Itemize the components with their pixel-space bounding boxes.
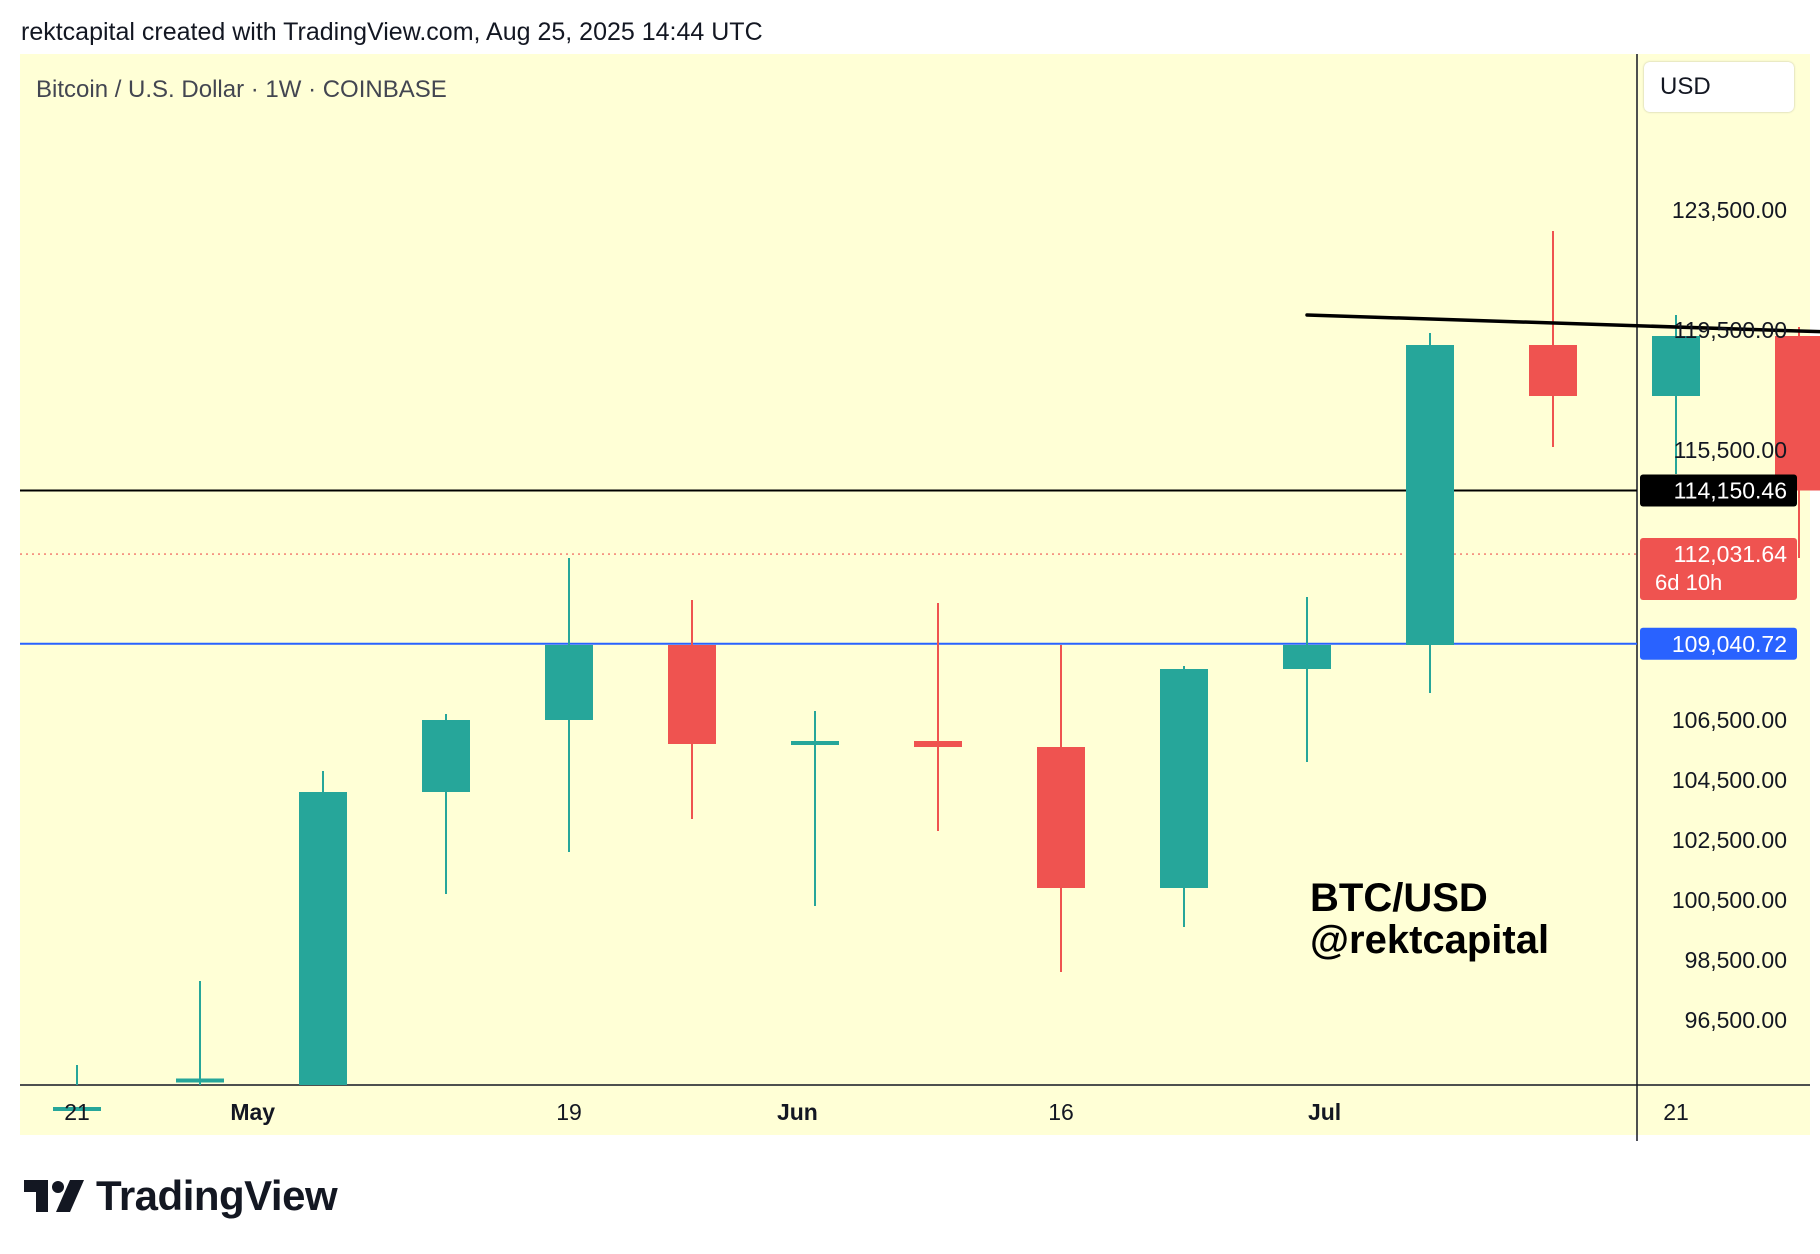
tradingview-wordmark: TradingView (96, 1172, 338, 1219)
y-tick-label: 106,500.00 (1672, 707, 1787, 733)
candle[interactable] (668, 600, 716, 819)
trendline[interactable] (1305, 313, 1820, 351)
candle[interactable] (1037, 645, 1085, 972)
watermark-author: @rektcapital (1310, 918, 1550, 962)
tradingview-logo-icon (24, 1180, 84, 1212)
y-tick-label: 115,500.00 (1674, 437, 1787, 463)
candle-body (1283, 645, 1331, 669)
support-price-label-box (1640, 627, 1797, 660)
candle[interactable] (545, 558, 593, 852)
candle[interactable] (1406, 333, 1454, 693)
candle[interactable] (1283, 597, 1331, 762)
tradingview-logo[interactable]: TradingView (24, 1172, 338, 1220)
candle[interactable] (791, 711, 839, 906)
y-tick-label: 102,500.00 (1672, 827, 1787, 853)
candle-body (176, 1078, 224, 1083)
candle-body (1406, 345, 1454, 645)
chart-header: rektcapital created with TradingView.com… (21, 18, 763, 46)
candle[interactable] (1160, 666, 1208, 927)
y-tick-label: 104,500.00 (1672, 767, 1787, 793)
x-tick-label: 21 (1663, 1099, 1689, 1125)
current-price-label-countdown: 6d 10h (1655, 570, 1722, 595)
candle[interactable] (53, 1065, 101, 1111)
candle[interactable] (299, 771, 347, 1085)
support-price-label-text: 109,040.72 (1672, 631, 1787, 657)
candle-body (53, 1107, 101, 1111)
candle-body (1652, 336, 1700, 396)
current-price-label[interactable]: 112,031.64 6d 10h (1640, 538, 1797, 601)
resistance-price-label-text: 114,150.46 (1674, 477, 1787, 503)
x-tick-label: 19 (556, 1099, 582, 1125)
candle-body (1529, 345, 1577, 396)
candle-body (299, 792, 347, 1085)
current-price-label-box (1640, 538, 1797, 601)
x-tick-label: Jun (777, 1099, 818, 1125)
candle[interactable] (176, 981, 224, 1085)
currency-button[interactable]: USD (1644, 62, 1794, 112)
candle-body (914, 741, 962, 747)
candle-body (422, 720, 470, 792)
candle[interactable] (1652, 315, 1700, 474)
x-tick-label: 21 (64, 1099, 90, 1125)
watermark: BTC/USD @rektcapital (1310, 877, 1549, 961)
candle-body (1037, 747, 1085, 888)
candle-body (1775, 336, 1820, 491)
y-tick-label: 119,500.00 (1674, 317, 1787, 343)
candle-body (668, 645, 716, 744)
candle-body (1160, 669, 1208, 888)
x-tick-label: May (230, 1099, 275, 1125)
x-tick-label: Jul (1308, 1099, 1341, 1125)
support-price-label[interactable]: 109,040.72 (1640, 627, 1797, 660)
symbol-legend[interactable]: Bitcoin / U.S. Dollar · 1W · COINBASE (36, 76, 447, 103)
y-tick-label: 123,500.00 (1672, 197, 1787, 223)
candle[interactable] (914, 603, 962, 831)
y-tick-label: 96,500.00 (1685, 1007, 1787, 1033)
candle[interactable] (1775, 327, 1820, 558)
x-tick-label: 16 (1048, 1099, 1074, 1125)
resistance-price-label[interactable]: 114,150.46 (1640, 474, 1797, 507)
candle-body (545, 645, 593, 720)
candle-body (791, 741, 839, 745)
y-tick-label: 98,500.00 (1685, 947, 1787, 973)
current-price-label-text: 112,031.64 (1674, 541, 1788, 567)
candle[interactable] (1529, 231, 1577, 447)
y-tick-label: 100,500.00 (1672, 887, 1787, 913)
resistance-price-label-box (1640, 474, 1797, 507)
watermark-pair: BTC/USD (1310, 876, 1488, 920)
candle[interactable] (422, 714, 470, 894)
